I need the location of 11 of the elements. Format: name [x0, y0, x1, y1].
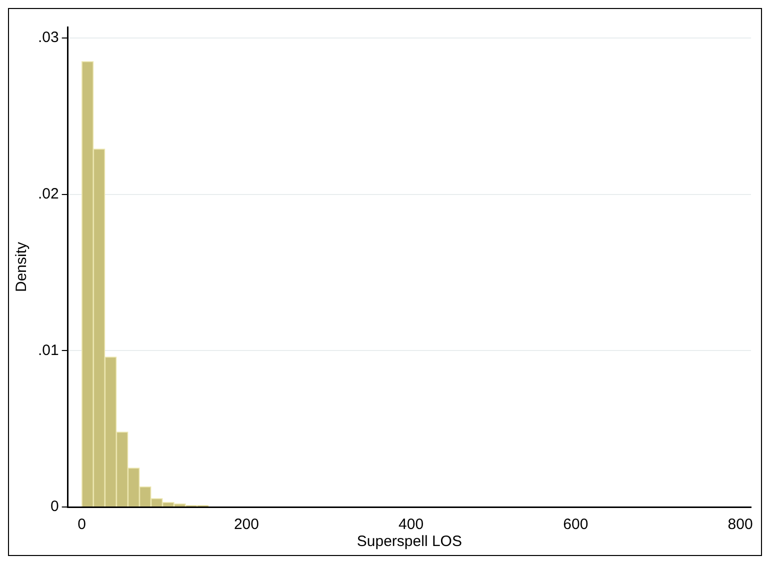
x-tick-label: 600: [563, 516, 588, 534]
x-axis-title: Superspell LOS: [356, 533, 462, 550]
x-tick-label: 0: [78, 516, 86, 534]
y-tick-label: 0: [50, 498, 59, 516]
y-tick-label: .01: [38, 342, 59, 359]
y-tick-label: .03: [38, 29, 59, 46]
y-tick-label: .02: [38, 185, 59, 202]
x-tick-label: 800: [728, 516, 753, 534]
y-axis-title: Density: [13, 242, 30, 292]
x-tick-label: 200: [234, 516, 259, 534]
x-tick-label: 400: [398, 516, 424, 534]
